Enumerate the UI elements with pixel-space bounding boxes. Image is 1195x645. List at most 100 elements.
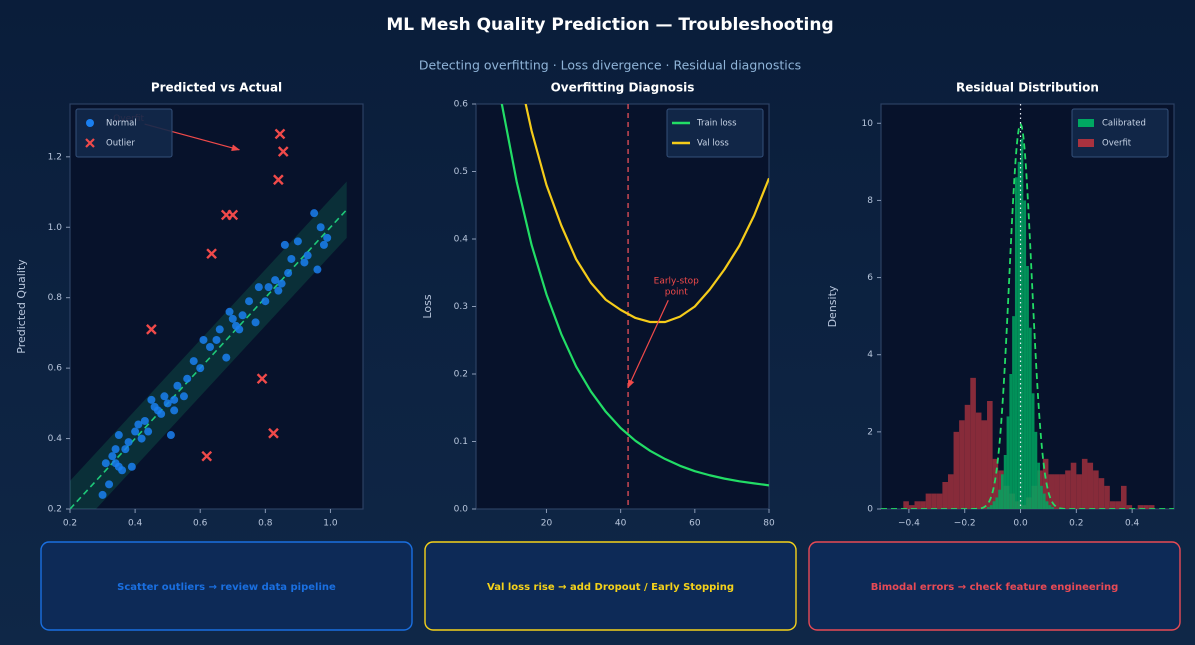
point xyxy=(153,406,162,415)
callout-text: Bimodal errors → check feature engineeri… xyxy=(871,582,1119,593)
x-tick-label: 0.2 xyxy=(1069,519,1083,529)
point xyxy=(277,279,286,288)
point xyxy=(261,297,270,306)
point xyxy=(131,427,140,436)
legend-box xyxy=(1071,108,1169,158)
point xyxy=(137,434,146,443)
point xyxy=(287,254,296,263)
point xyxy=(183,374,192,383)
point xyxy=(316,223,325,232)
point xyxy=(238,311,247,320)
histogram-bar xyxy=(1065,470,1071,509)
point xyxy=(101,459,110,468)
point xyxy=(323,233,332,242)
point xyxy=(232,321,241,330)
point xyxy=(199,335,208,344)
point xyxy=(114,431,123,440)
point xyxy=(166,431,175,440)
y-tick-label: 0.6 xyxy=(48,364,63,374)
histogram-bar xyxy=(1109,501,1116,509)
y-tick-label: 0.2 xyxy=(454,370,468,380)
histogram-bar xyxy=(995,497,999,509)
point xyxy=(105,480,114,489)
point xyxy=(228,314,237,323)
y-tick-label: 1.0 xyxy=(48,223,63,233)
histogram-bar xyxy=(1045,501,1049,509)
histogram-bar xyxy=(1000,474,1004,509)
y-axis-label: Predicted Quality xyxy=(15,259,28,354)
histogram-bar xyxy=(1028,327,1032,509)
histogram-bar xyxy=(1126,505,1133,509)
outlier-point xyxy=(227,209,239,221)
point xyxy=(303,251,312,260)
legend-label: Outlier xyxy=(106,139,135,149)
x-tick-label: 20 xyxy=(541,519,553,529)
histogram-bar xyxy=(1137,505,1144,509)
x-tick-label: 0.2 xyxy=(63,519,77,529)
point xyxy=(121,445,130,454)
point xyxy=(215,325,224,334)
histogram-bar xyxy=(989,505,993,509)
y-tick-label: 6 xyxy=(867,273,873,283)
histogram-bar xyxy=(1120,485,1127,509)
histogram-bar xyxy=(942,482,948,509)
histogram-bar xyxy=(1070,462,1077,509)
point xyxy=(170,406,179,415)
histogram-bar xyxy=(1104,485,1110,509)
histogram-bar xyxy=(1076,474,1082,509)
x-tick-label: 80 xyxy=(763,519,775,529)
histogram-bar xyxy=(981,420,988,509)
histogram-bar xyxy=(1051,507,1055,509)
plot-content xyxy=(500,104,769,509)
histogram-bar xyxy=(1020,138,1024,509)
histogram-bar xyxy=(1012,316,1015,509)
legend-label: Train loss xyxy=(696,119,737,129)
callout-text: Scatter outliers → review data pipeline xyxy=(117,582,336,593)
histogram-bar xyxy=(992,501,996,509)
legend-label: Normal xyxy=(106,119,137,129)
x-tick-label: 60 xyxy=(689,519,701,529)
legend-marker xyxy=(86,119,94,127)
y-tick-label: 0.1 xyxy=(454,437,468,447)
x-tick-label: 0.4 xyxy=(1125,519,1140,529)
y-axis-label: Loss xyxy=(421,294,434,318)
plot-area xyxy=(69,103,364,510)
legend-box xyxy=(666,108,764,158)
legend-marker xyxy=(1078,119,1094,127)
point xyxy=(254,283,263,292)
y-tick-label: 10 xyxy=(862,119,874,129)
point xyxy=(293,237,302,246)
legend-label: Calibrated xyxy=(1102,119,1146,129)
y-axis-label: Density xyxy=(826,285,839,327)
point xyxy=(134,420,143,429)
histogram-bar xyxy=(987,401,993,509)
x-tick-label: 0.6 xyxy=(193,519,208,529)
point xyxy=(111,445,120,454)
histogram-bar xyxy=(1042,458,1049,509)
histogram-bar xyxy=(998,489,1001,509)
point xyxy=(319,240,328,249)
point xyxy=(144,427,153,436)
histogram-bar xyxy=(1017,161,1021,509)
legend-box xyxy=(75,108,173,158)
histogram-bar xyxy=(936,493,943,509)
point xyxy=(274,286,283,295)
histogram-bar xyxy=(1037,462,1041,509)
point xyxy=(196,364,205,373)
point xyxy=(222,353,231,362)
x-tick-label: 0.0 xyxy=(1013,519,1028,529)
y-tick-label: 2 xyxy=(867,427,873,437)
histogram-bar xyxy=(1014,177,1018,509)
annotation: Early-stop point xyxy=(654,276,700,297)
histogram-bar xyxy=(1048,474,1055,509)
y-tick-label: 0 xyxy=(867,505,873,515)
histogram-bar xyxy=(1003,455,1007,509)
point xyxy=(310,209,319,218)
histogram-bar xyxy=(1009,374,1013,509)
histogram-bar xyxy=(970,377,976,509)
plot-area xyxy=(475,103,770,510)
legend-label: Val loss xyxy=(697,139,729,149)
x-tick-label: −0.4 xyxy=(898,519,920,529)
histogram-bar xyxy=(953,431,960,509)
